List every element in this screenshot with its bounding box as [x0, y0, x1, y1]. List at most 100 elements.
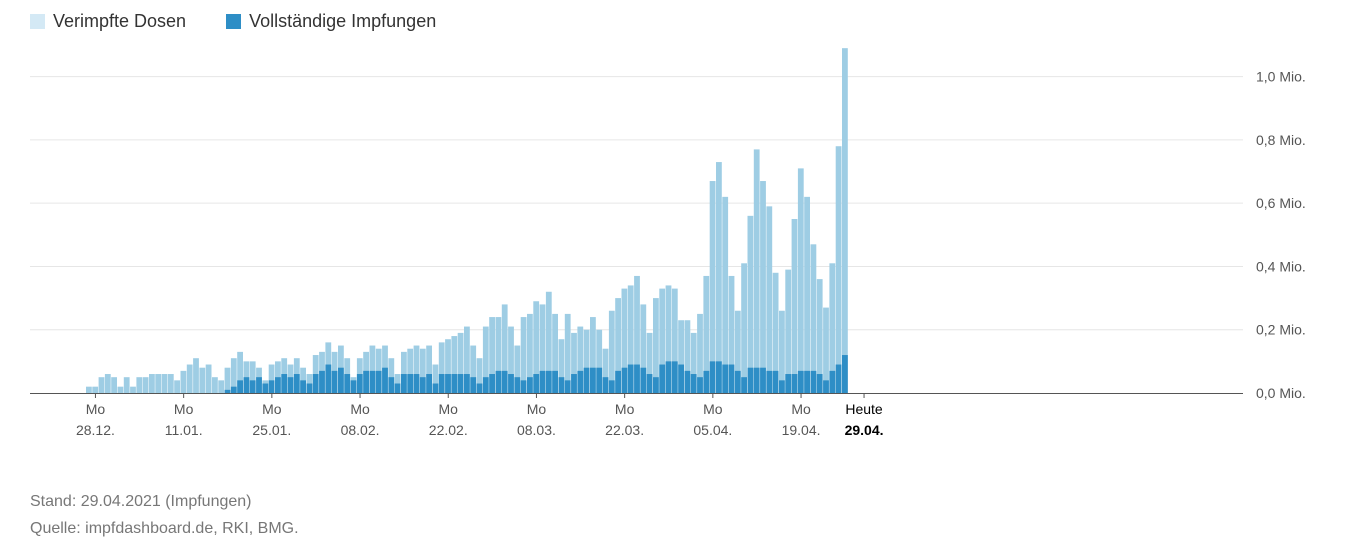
bar-complete	[275, 377, 281, 393]
bar-doses	[98, 377, 105, 393]
bar-complete	[369, 370, 376, 393]
bar-doses	[804, 196, 810, 393]
bar-complete	[734, 370, 741, 393]
bar-complete	[829, 370, 836, 393]
bar-doses	[684, 320, 691, 393]
bar-doses	[407, 348, 414, 393]
legend-swatch-doses	[30, 13, 45, 29]
legend-item-complete[interactable]: Vollständige Impfungen	[226, 11, 436, 32]
x-tick-date: 22.02.	[429, 422, 468, 438]
bar-doses	[709, 181, 716, 393]
bar-doses	[161, 374, 168, 393]
bar-doses	[835, 146, 842, 393]
bar-complete	[678, 364, 684, 393]
bar-doses	[167, 374, 174, 393]
bar-complete	[508, 374, 514, 393]
bar-doses	[186, 364, 193, 393]
bar-complete	[325, 364, 332, 393]
bar-complete	[464, 374, 470, 393]
bar-doses	[640, 304, 647, 393]
bar-complete	[401, 374, 407, 393]
bar-complete	[338, 367, 344, 393]
bar-complete	[703, 370, 710, 393]
bar-doses	[369, 345, 376, 393]
bar-doses	[842, 48, 848, 393]
bar-doses	[779, 310, 785, 393]
bar-doses	[123, 377, 130, 393]
bar-doses	[520, 317, 527, 393]
bar-complete	[300, 380, 306, 393]
bar-doses	[457, 332, 464, 393]
bar-complete	[331, 370, 338, 393]
y-tick-label: 0,4 Mio.	[1256, 258, 1306, 274]
x-tick-date: 25.01.	[252, 422, 291, 438]
bar-complete	[747, 367, 754, 393]
bar-complete	[722, 364, 729, 393]
legend-item-doses[interactable]: Verimpfte Dosen	[30, 11, 186, 32]
bar-doses	[728, 275, 735, 393]
bar-complete	[823, 380, 829, 393]
bar-complete	[287, 377, 294, 393]
bar-complete	[640, 367, 647, 393]
vaccination-bar-chart: 0,0 Mio. 0,2 Mio. 0,4 Mio. 0,6 Mio. 0,8 Mio.…	[30, 48, 1306, 438]
bar-doses	[212, 377, 218, 393]
bar-complete	[293, 374, 300, 393]
bar-complete	[646, 374, 653, 393]
bar-complete	[760, 367, 766, 393]
bar-complete	[237, 380, 243, 393]
bar-doses	[86, 386, 92, 393]
bar-doses	[413, 345, 420, 393]
legend-swatch-complete	[226, 13, 242, 29]
bar-doses	[634, 275, 640, 393]
bar-doses	[470, 345, 477, 393]
bar-doses	[772, 272, 779, 393]
bar-complete	[457, 374, 464, 393]
bar-doses	[482, 326, 489, 393]
bar-doses	[621, 288, 628, 393]
bar-complete	[306, 383, 313, 393]
bar-complete	[268, 380, 275, 393]
bar-doses	[747, 215, 754, 393]
bar-complete	[432, 383, 439, 393]
footer-source: Quelle: impfdashboard.de, RKI, BMG.	[30, 520, 299, 537]
x-tick-weekday: Mo	[703, 401, 723, 417]
bar-complete	[256, 377, 262, 393]
bar-doses	[627, 285, 634, 393]
bar-complete	[382, 367, 388, 393]
bar-complete	[835, 364, 842, 393]
bar-complete	[438, 374, 445, 393]
bar-complete	[394, 383, 401, 393]
bar-complete	[426, 374, 432, 393]
bar-doses	[508, 326, 514, 393]
bar-complete	[816, 374, 823, 393]
x-tick-date: 11.01.	[165, 422, 203, 438]
bar-complete	[419, 377, 426, 393]
bar-complete	[501, 370, 508, 393]
bar-complete	[552, 370, 558, 393]
bar-doses	[615, 298, 621, 393]
bar-doses	[111, 377, 117, 393]
bar-complete	[312, 374, 319, 393]
bar-doses	[552, 313, 558, 393]
bar-doses	[451, 336, 458, 393]
chart-footer: Stand: 29.04.2021 (Impfungen) Quelle: im…	[30, 488, 299, 542]
bar-complete	[772, 370, 779, 393]
bar-complete	[262, 383, 269, 393]
x-tick-weekday: Mo	[527, 401, 547, 417]
bar-complete	[514, 377, 521, 393]
bar-doses	[193, 358, 199, 393]
bar-doses	[205, 364, 212, 393]
bar-complete	[281, 374, 288, 393]
bar-doses	[678, 320, 684, 393]
bar-doses	[539, 304, 546, 393]
bar-complete	[495, 370, 502, 393]
bar-complete	[716, 361, 722, 393]
x-tick-date: 19.04.	[782, 422, 821, 438]
y-tick-label: 0,8 Mio.	[1256, 132, 1306, 148]
bar-complete	[596, 367, 603, 393]
bar-doses	[501, 304, 508, 393]
bar-complete	[413, 374, 420, 393]
x-tick-date: 22.03.	[605, 422, 644, 438]
x-tick-weekday: Mo	[439, 401, 459, 417]
bar-complete	[602, 377, 609, 393]
